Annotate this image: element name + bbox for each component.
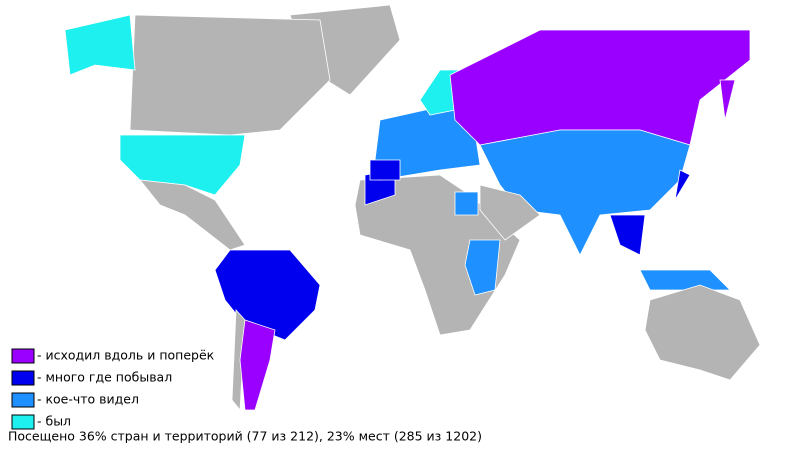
legend-swatch — [11, 414, 35, 430]
legend-swatch — [11, 392, 35, 408]
east-africa — [464, 239, 501, 296]
usa — [119, 134, 246, 196]
spain — [369, 159, 401, 181]
legend-label: - был — [37, 414, 71, 429]
argentina — [239, 319, 276, 411]
southeast-asia — [609, 214, 646, 256]
legend: - исходил вдоль и поперёк - много где поб… — [11, 348, 215, 430]
footer: Посещено 36% стран и территорий (77 из 2… — [8, 429, 482, 444]
legend-swatch — [11, 348, 35, 364]
egypt — [454, 191, 479, 216]
australia — [644, 284, 761, 381]
kamchatka — [719, 79, 736, 121]
land — [64, 4, 761, 412]
legend-label: - исходил вдоль и поперёк — [37, 348, 215, 363]
alaska — [64, 14, 136, 76]
chile — [231, 309, 246, 412]
canada — [129, 14, 331, 136]
central-america — [139, 179, 246, 251]
legend-swatch — [11, 370, 35, 386]
japan — [674, 169, 691, 201]
arabia — [479, 184, 541, 241]
russia — [449, 29, 751, 146]
south-america — [214, 249, 321, 341]
indonesia — [639, 269, 731, 291]
legend-label: - много где побывал — [37, 370, 172, 385]
legend-label: - кое-что видел — [37, 392, 139, 407]
